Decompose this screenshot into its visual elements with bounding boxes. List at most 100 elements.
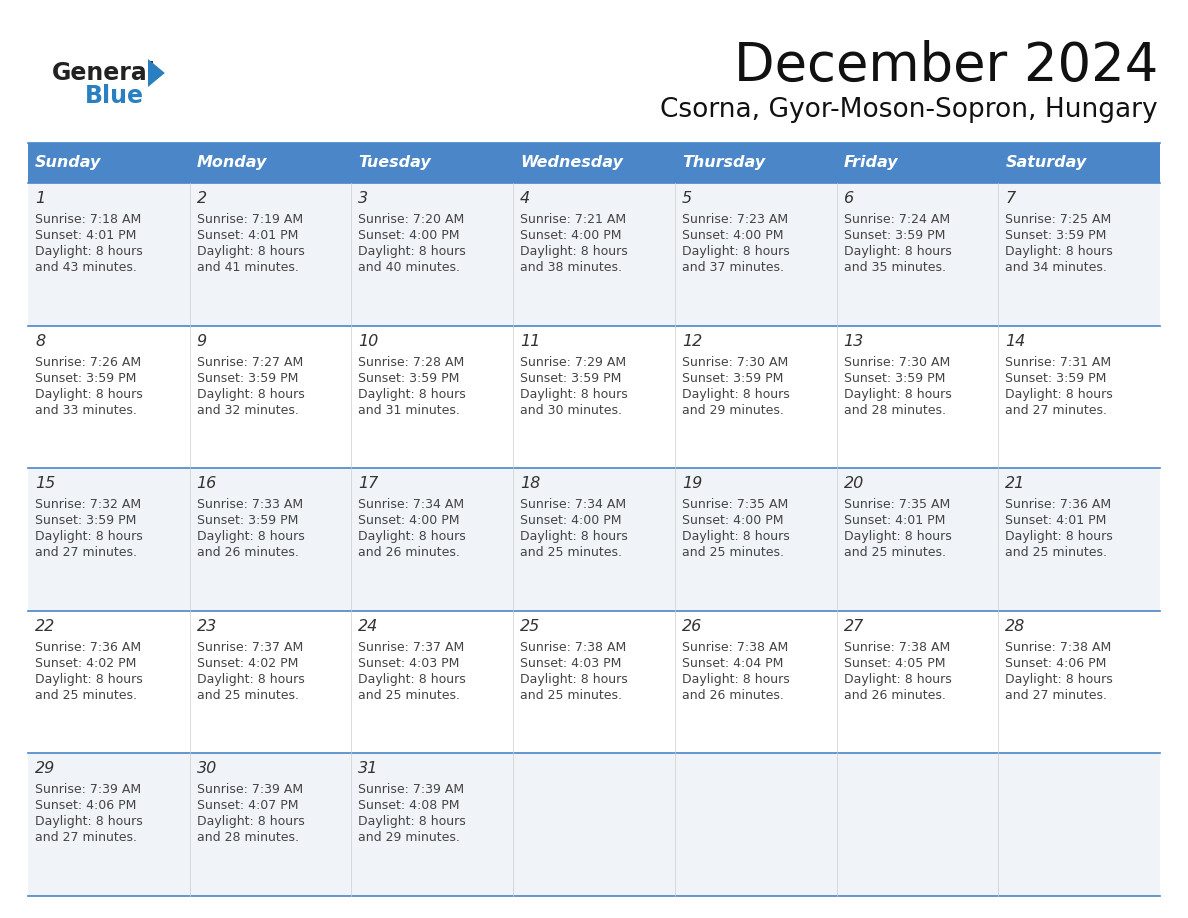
Text: Friday: Friday [843, 155, 898, 171]
Text: and 25 minutes.: and 25 minutes. [359, 688, 461, 701]
Text: Daylight: 8 hours: Daylight: 8 hours [359, 531, 466, 543]
Text: Csorna, Gyor-Moson-Sopron, Hungary: Csorna, Gyor-Moson-Sopron, Hungary [661, 97, 1158, 123]
Text: Saturday: Saturday [1005, 155, 1087, 171]
Text: 6: 6 [843, 191, 854, 206]
Text: and 25 minutes.: and 25 minutes. [520, 688, 623, 701]
Text: Sunset: 3:59 PM: Sunset: 3:59 PM [34, 372, 137, 385]
Text: Daylight: 8 hours: Daylight: 8 hours [359, 387, 466, 400]
Text: 4: 4 [520, 191, 530, 206]
Text: Sunset: 4:03 PM: Sunset: 4:03 PM [359, 656, 460, 670]
Text: Daylight: 8 hours: Daylight: 8 hours [34, 531, 143, 543]
Text: Daylight: 8 hours: Daylight: 8 hours [197, 387, 304, 400]
Text: Daylight: 8 hours: Daylight: 8 hours [682, 531, 790, 543]
Text: Sunrise: 7:25 AM: Sunrise: 7:25 AM [1005, 213, 1112, 226]
Text: Sunrise: 7:28 AM: Sunrise: 7:28 AM [359, 355, 465, 369]
Bar [29, 610, 1159, 754]
Text: 16: 16 [197, 476, 217, 491]
Text: Sunset: 3:59 PM: Sunset: 3:59 PM [197, 372, 298, 385]
Text: Sunset: 3:59 PM: Sunset: 3:59 PM [520, 372, 621, 385]
Text: 13: 13 [843, 333, 864, 349]
Text: Sunset: 4:08 PM: Sunset: 4:08 PM [359, 800, 460, 812]
Text: Daylight: 8 hours: Daylight: 8 hours [843, 245, 952, 258]
Text: Sunrise: 7:24 AM: Sunrise: 7:24 AM [843, 213, 949, 226]
Text: Blue: Blue [86, 84, 144, 108]
Text: Daylight: 8 hours: Daylight: 8 hours [359, 673, 466, 686]
Text: 26: 26 [682, 619, 702, 633]
Bar [29, 326, 1159, 468]
Text: 29: 29 [34, 761, 56, 777]
Text: Sunrise: 7:38 AM: Sunrise: 7:38 AM [682, 641, 788, 654]
Text: Sunrise: 7:39 AM: Sunrise: 7:39 AM [34, 783, 141, 797]
Text: Sunrise: 7:35 AM: Sunrise: 7:35 AM [682, 498, 788, 511]
Text: and 26 minutes.: and 26 minutes. [359, 546, 460, 559]
Text: Daylight: 8 hours: Daylight: 8 hours [520, 673, 628, 686]
Text: 23: 23 [197, 619, 217, 633]
Text: Daylight: 8 hours: Daylight: 8 hours [520, 387, 628, 400]
Text: Sunrise: 7:38 AM: Sunrise: 7:38 AM [1005, 641, 1112, 654]
Text: Sunset: 3:59 PM: Sunset: 3:59 PM [197, 514, 298, 527]
Text: Sunrise: 7:35 AM: Sunrise: 7:35 AM [843, 498, 950, 511]
Text: and 41 minutes.: and 41 minutes. [197, 261, 298, 274]
Text: 12: 12 [682, 333, 702, 349]
Text: Sunset: 4:04 PM: Sunset: 4:04 PM [682, 656, 783, 670]
Text: and 25 minutes.: and 25 minutes. [843, 546, 946, 559]
Text: Tuesday: Tuesday [359, 155, 431, 171]
Text: Sunrise: 7:30 AM: Sunrise: 7:30 AM [843, 355, 950, 369]
Text: Daylight: 8 hours: Daylight: 8 hours [359, 815, 466, 828]
Text: Sunrise: 7:18 AM: Sunrise: 7:18 AM [34, 213, 141, 226]
Text: Sunset: 4:00 PM: Sunset: 4:00 PM [682, 514, 783, 527]
Text: Sunrise: 7:21 AM: Sunrise: 7:21 AM [520, 213, 626, 226]
Bar [29, 143, 1159, 183]
Text: 19: 19 [682, 476, 702, 491]
Text: Sunrise: 7:31 AM: Sunrise: 7:31 AM [1005, 355, 1112, 369]
Text: Daylight: 8 hours: Daylight: 8 hours [197, 245, 304, 258]
Text: 17: 17 [359, 476, 379, 491]
Text: Sunset: 4:00 PM: Sunset: 4:00 PM [359, 229, 460, 242]
Text: 9: 9 [197, 333, 207, 349]
Text: Sunrise: 7:37 AM: Sunrise: 7:37 AM [359, 641, 465, 654]
Text: and 25 minutes.: and 25 minutes. [1005, 546, 1107, 559]
Text: Sunrise: 7:34 AM: Sunrise: 7:34 AM [520, 498, 626, 511]
Text: 24: 24 [359, 619, 379, 633]
Text: and 27 minutes.: and 27 minutes. [1005, 404, 1107, 417]
Text: 21: 21 [1005, 476, 1025, 491]
Text: Sunday: Sunday [34, 155, 101, 171]
Text: Sunset: 3:59 PM: Sunset: 3:59 PM [843, 372, 944, 385]
Text: 27: 27 [843, 619, 864, 633]
Text: Sunset: 4:01 PM: Sunset: 4:01 PM [197, 229, 298, 242]
Text: and 25 minutes.: and 25 minutes. [520, 546, 623, 559]
Bar [29, 468, 1159, 610]
Text: Daylight: 8 hours: Daylight: 8 hours [682, 387, 790, 400]
Text: Sunset: 4:05 PM: Sunset: 4:05 PM [843, 656, 946, 670]
Text: and 31 minutes.: and 31 minutes. [359, 404, 460, 417]
Text: 20: 20 [843, 476, 864, 491]
Text: and 28 minutes.: and 28 minutes. [197, 832, 298, 845]
Text: Sunrise: 7:27 AM: Sunrise: 7:27 AM [197, 355, 303, 369]
Text: Daylight: 8 hours: Daylight: 8 hours [34, 245, 143, 258]
Text: Sunset: 4:00 PM: Sunset: 4:00 PM [682, 229, 783, 242]
Text: Daylight: 8 hours: Daylight: 8 hours [1005, 531, 1113, 543]
Text: 31: 31 [359, 761, 379, 777]
Text: Daylight: 8 hours: Daylight: 8 hours [520, 531, 628, 543]
Text: Wednesday: Wednesday [520, 155, 623, 171]
Text: Sunset: 3:59 PM: Sunset: 3:59 PM [843, 229, 944, 242]
Text: and 29 minutes.: and 29 minutes. [359, 832, 460, 845]
Text: 22: 22 [34, 619, 56, 633]
Text: Daylight: 8 hours: Daylight: 8 hours [843, 387, 952, 400]
Text: Daylight: 8 hours: Daylight: 8 hours [843, 673, 952, 686]
Text: and 35 minutes.: and 35 minutes. [843, 261, 946, 274]
Text: Sunset: 4:01 PM: Sunset: 4:01 PM [34, 229, 137, 242]
Text: Sunset: 4:00 PM: Sunset: 4:00 PM [359, 514, 460, 527]
Text: and 32 minutes.: and 32 minutes. [197, 404, 298, 417]
Text: 11: 11 [520, 333, 541, 349]
Text: Daylight: 8 hours: Daylight: 8 hours [1005, 673, 1113, 686]
Text: and 40 minutes.: and 40 minutes. [359, 261, 461, 274]
Text: 3: 3 [359, 191, 368, 206]
Text: Sunrise: 7:34 AM: Sunrise: 7:34 AM [359, 498, 465, 511]
Text: Sunset: 3:59 PM: Sunset: 3:59 PM [1005, 229, 1107, 242]
Text: Sunset: 3:59 PM: Sunset: 3:59 PM [1005, 372, 1107, 385]
Text: Sunrise: 7:37 AM: Sunrise: 7:37 AM [197, 641, 303, 654]
Text: 14: 14 [1005, 333, 1025, 349]
Text: Sunset: 4:03 PM: Sunset: 4:03 PM [520, 656, 621, 670]
Text: Daylight: 8 hours: Daylight: 8 hours [1005, 387, 1113, 400]
